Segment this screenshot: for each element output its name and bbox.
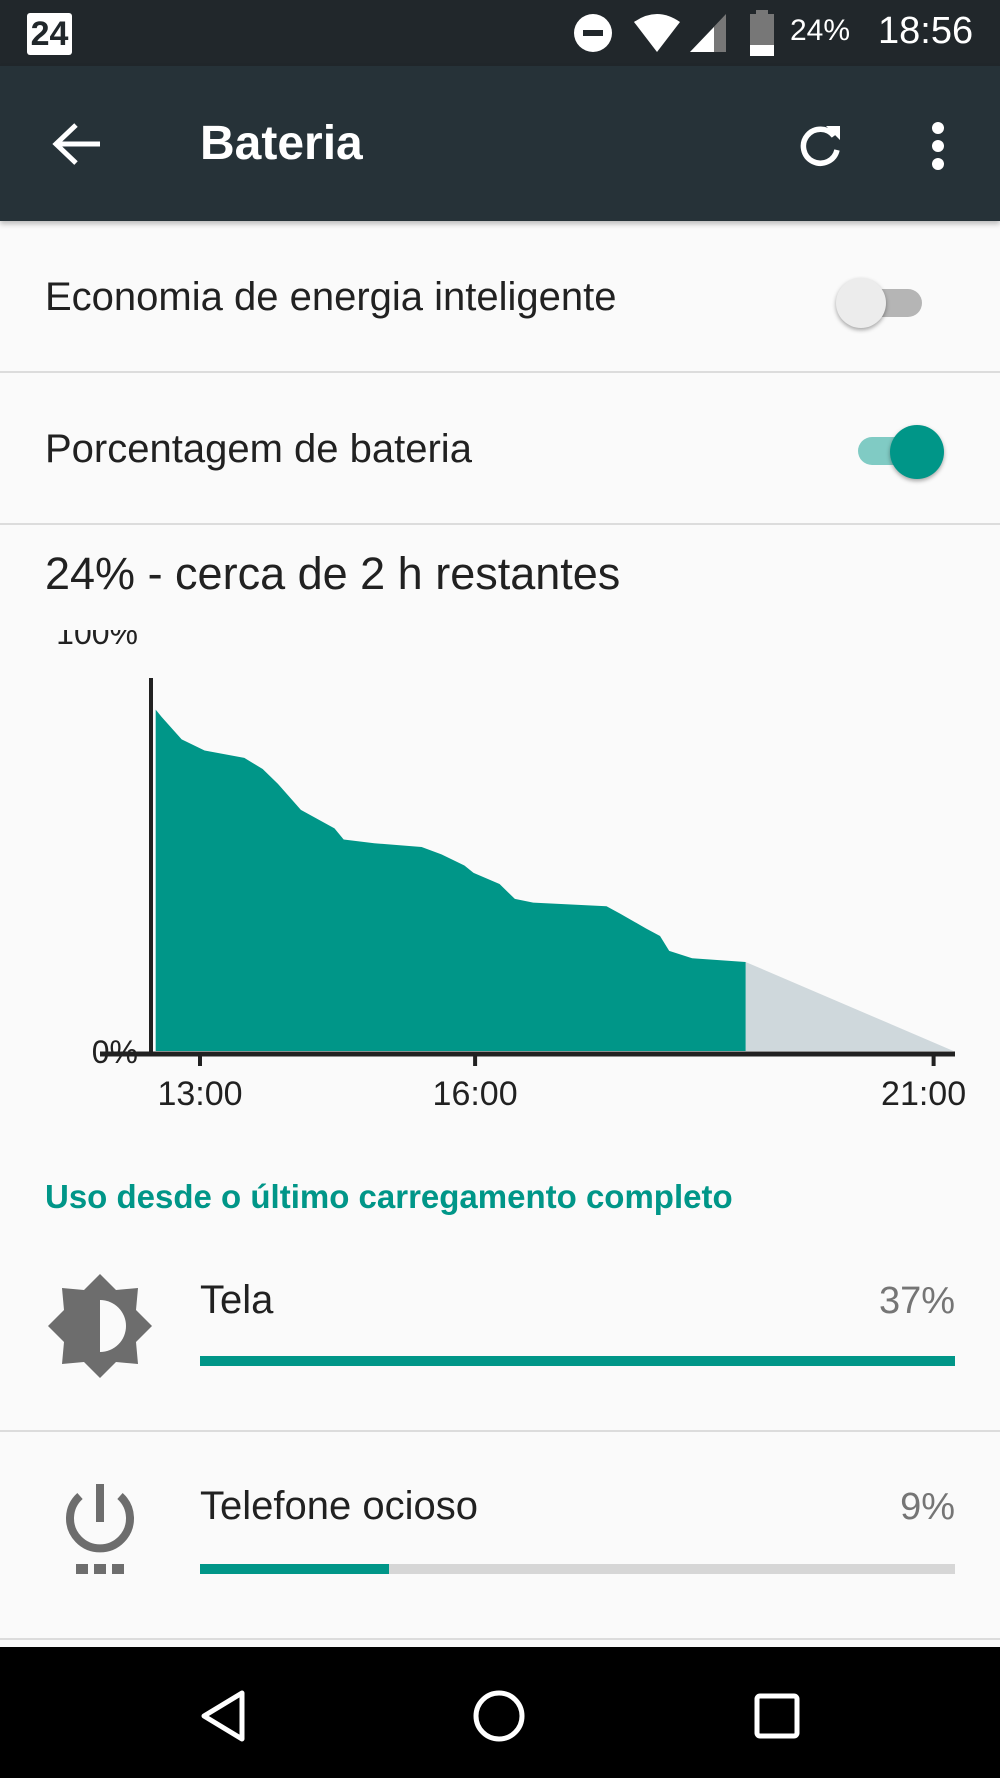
usage-label: Tela <box>200 1278 274 1322</box>
usage-heading: Uso desde o último carregamento completo <box>45 1178 733 1215</box>
usage-item-idle[interactable]: Telefone ocioso 9% <box>0 1432 1000 1638</box>
navigation-bar <box>0 1647 1000 1778</box>
divider <box>0 1638 1000 1640</box>
status-bar: 24 24% 18:56 <box>0 0 1000 66</box>
wifi-icon <box>634 14 680 52</box>
page-title: Bateria <box>200 117 363 170</box>
toggle-on[interactable] <box>856 423 946 479</box>
clock: 18:56 <box>878 10 974 52</box>
usage-percent: 9% <box>900 1486 955 1528</box>
notification-badge: 24 <box>27 13 72 55</box>
setting-battery-percentage[interactable]: Porcentagem de bateria <box>0 373 1000 524</box>
divider <box>0 523 1000 525</box>
idle-power-icon <box>66 1484 134 1574</box>
x-tick-label: 13:00 <box>157 1075 242 1110</box>
setting-label: Economia de energia inteligente <box>45 275 617 319</box>
brightness-icon <box>48 1274 152 1378</box>
setting-smart-power-saving[interactable]: Economia de energia inteligente <box>0 221 1000 372</box>
refresh-icon[interactable] <box>796 122 844 170</box>
back-icon[interactable] <box>198 1689 248 1743</box>
y-tick-label: 0% <box>92 1034 138 1070</box>
battery-chart: 100% 0% 13:00 16:00 21:00 <box>56 630 966 1110</box>
y-tick-label: 100% <box>56 630 138 651</box>
battery-icon <box>750 10 774 56</box>
signal-icon <box>690 14 726 52</box>
usage-percent: 37% <box>878 1280 955 1322</box>
toggle-off[interactable] <box>836 278 926 328</box>
x-tick-label: 16:00 <box>433 1075 518 1110</box>
more-vert-icon[interactable] <box>926 120 950 172</box>
usage-bar <box>200 1564 955 1574</box>
back-arrow-icon[interactable] <box>52 122 102 166</box>
prediction-area <box>745 961 954 1051</box>
divider <box>0 371 1000 373</box>
battery-summary: 24% - cerca de 2 h restantes <box>45 548 621 599</box>
x-tick-label: 21:00 <box>881 1075 966 1110</box>
home-icon[interactable] <box>472 1689 526 1743</box>
do-not-disturb-icon <box>574 14 612 52</box>
usage-item-screen[interactable]: Tela 37% <box>0 1240 1000 1430</box>
setting-label: Porcentagem de bateria <box>45 427 472 471</box>
toolbar: Bateria <box>0 66 1000 221</box>
battery-level-area <box>155 709 746 1051</box>
usage-bar <box>200 1356 955 1366</box>
recents-icon[interactable] <box>754 1693 800 1739</box>
usage-label: Telefone ocioso <box>200 1484 478 1528</box>
divider <box>0 1430 1000 1432</box>
battery-percent: 24% <box>790 14 851 47</box>
